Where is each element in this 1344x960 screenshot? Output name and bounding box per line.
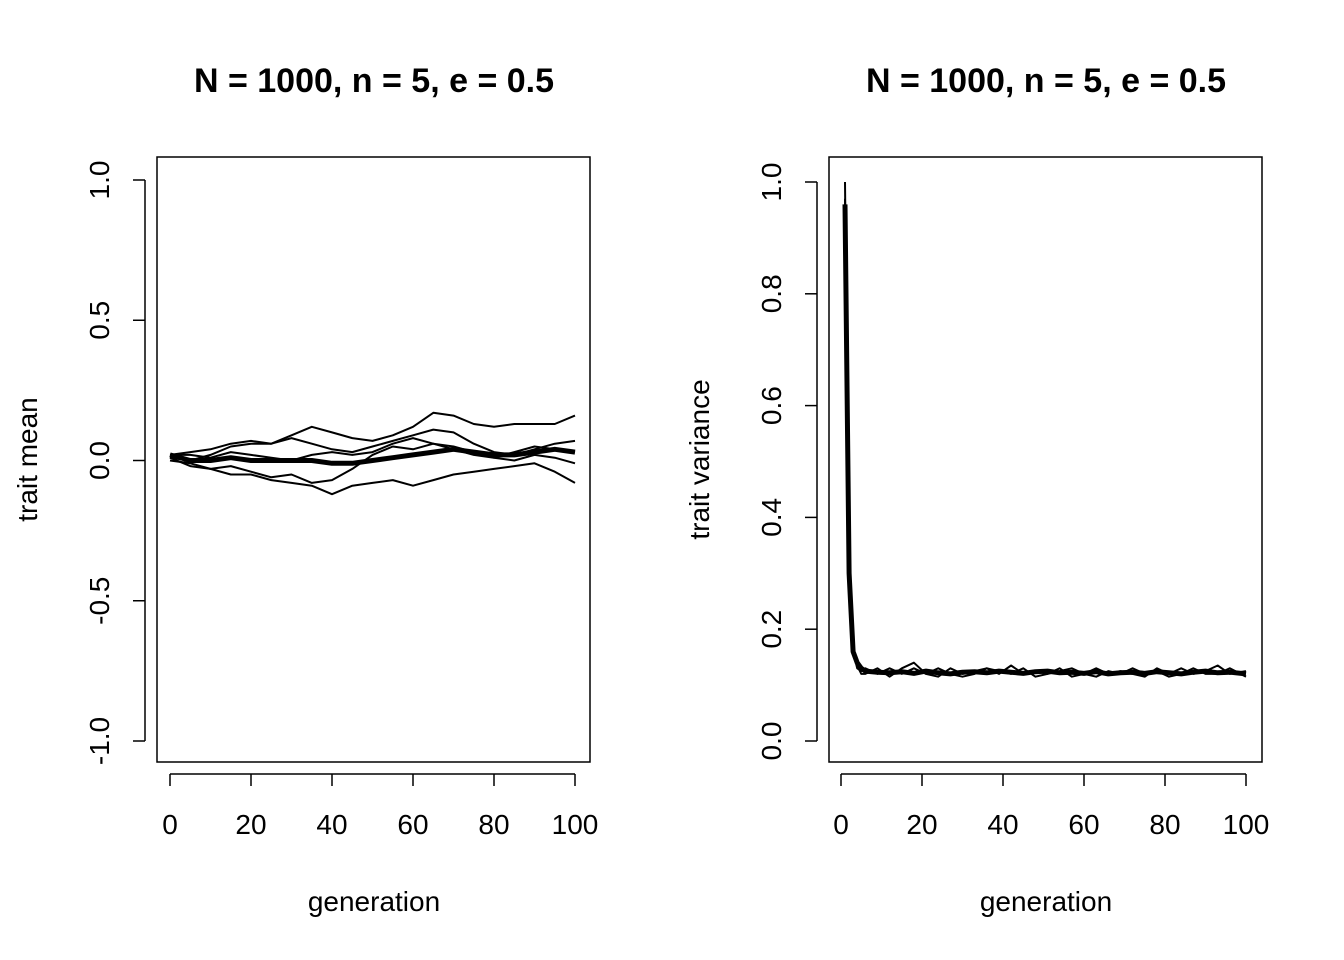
y-tick-label: 1.0 xyxy=(756,163,787,202)
series-line-mean xyxy=(169,446,576,466)
series-line-replicate-1 xyxy=(169,411,576,456)
series-line-replicate-2 xyxy=(844,198,1247,678)
series-line-replicate-4 xyxy=(169,442,576,484)
x-tick-label: 40 xyxy=(316,809,347,840)
y-tick-label: -1.0 xyxy=(84,717,115,765)
y-axis-label: trait variance xyxy=(684,379,715,539)
y-tick-label: 0.0 xyxy=(756,722,787,761)
y-axis-label: trait mean xyxy=(12,397,43,522)
x-tick-label: 80 xyxy=(478,809,509,840)
plot-frame xyxy=(828,156,1263,763)
y-tick-label: 0.6 xyxy=(756,386,787,425)
x-tick-label: 20 xyxy=(906,809,937,840)
x-axis-label: generation xyxy=(980,886,1112,917)
x-tick-label: 60 xyxy=(397,809,428,840)
y-tick-label: 1.0 xyxy=(84,161,115,200)
chart-title: N = 1000, n = 5, e = 0.5 xyxy=(194,62,554,100)
x-tick-label: 100 xyxy=(552,809,599,840)
x-axis-label: generation xyxy=(308,886,440,917)
y-tick-label: 0.8 xyxy=(756,274,787,313)
x-tick-label: 0 xyxy=(833,809,849,840)
series-line-mean xyxy=(842,204,1247,677)
series-line-replicate-1 xyxy=(844,181,1247,678)
y-tick-label: 0.4 xyxy=(756,498,787,537)
plot-frame xyxy=(156,156,591,763)
panel-2: N = 1000, n = 5, e = 0.5 0 20 40 60 80 100 gene… xyxy=(684,62,1269,917)
y-tick-label: 0.5 xyxy=(84,301,115,340)
x-tick-label: 60 xyxy=(1068,809,1099,840)
x-tick-label: 40 xyxy=(987,809,1018,840)
series-line-replicate-5 xyxy=(169,456,576,496)
chart-title: N = 1000, n = 5, e = 0.5 xyxy=(866,62,1226,100)
x-tick-label: 0 xyxy=(162,809,178,840)
panel-1: N = 1000, n = 5, e = 0.5 0 20 40 60 80 100 gene… xyxy=(12,62,598,917)
x-tick-label: 20 xyxy=(235,809,266,840)
y-tick-label: 0.0 xyxy=(84,441,115,480)
y-tick-label: -0.5 xyxy=(84,577,115,625)
y-tick-label: 0.2 xyxy=(756,610,787,649)
x-tick-label: 80 xyxy=(1149,809,1180,840)
x-tick-label: 100 xyxy=(1223,809,1270,840)
